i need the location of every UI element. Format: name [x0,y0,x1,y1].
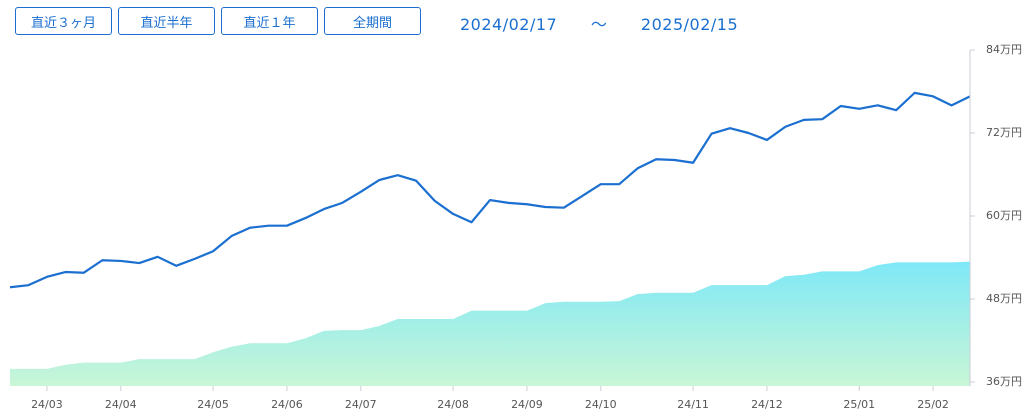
x-tick-label: 24/09 [511,398,543,411]
x-tick-label: 25/01 [843,398,875,411]
range-button[interactable]: 直近半年 [118,7,215,35]
date-range: 2024/02/17 ～ 2025/02/15 [460,11,766,35]
range-button[interactable]: 直近３ヶ月 [15,7,112,35]
date-separator: ～ [590,15,608,34]
x-tick-label: 24/06 [271,398,303,411]
x-tick-label: 24/05 [197,398,229,411]
y-tick-label: 60万円 [986,209,1022,222]
y-tick-label: 48万円 [986,292,1022,305]
area [10,261,970,386]
date-from[interactable]: 2024/02/17 [460,15,558,34]
range-button[interactable]: 全期間 [324,7,421,35]
date-to[interactable]: 2025/02/15 [640,15,739,34]
x-tick-label: 24/07 [345,398,377,411]
y-tick-label: 84万円 [986,43,1022,56]
range-buttons: 直近３ヶ月 直近半年 直近１年 全期間 [15,7,421,35]
y-tick-label: 36万円 [986,375,1022,388]
x-tick-label: 24/03 [31,398,63,411]
x-tick-label: 24/12 [751,398,783,411]
x-tick-label: 24/11 [677,398,709,411]
x-tick-label: 24/10 [585,398,617,411]
x-tick-label: 25/02 [917,398,949,411]
line [9,91,971,289]
x-tick-label: 24/08 [437,398,469,411]
range-button[interactable]: 直近１年 [221,7,318,35]
x-tick-label: 24/04 [105,398,137,411]
y-tick-label: 72万円 [986,126,1022,139]
